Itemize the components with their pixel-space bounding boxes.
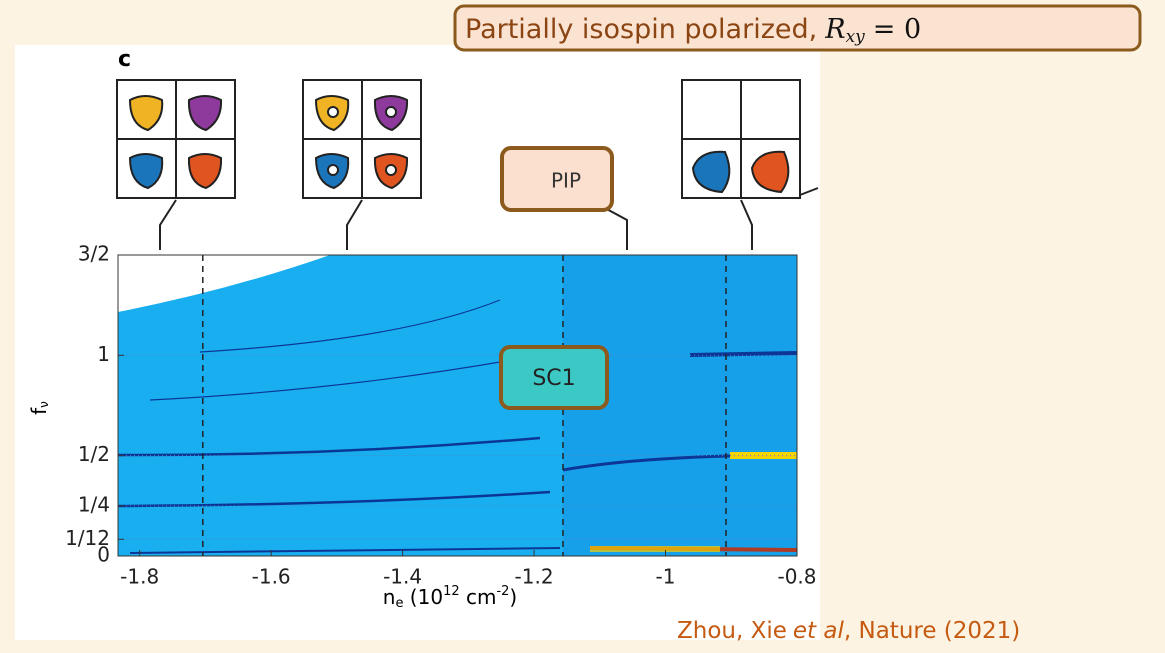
y-tick-label: 1/4 — [78, 492, 110, 516]
y-tick-label: 3/2 — [78, 242, 110, 266]
y-tick-label: 1/12 — [65, 526, 110, 550]
icon — [303, 80, 421, 198]
annotation-math: xy — [846, 27, 866, 47]
region-label: PIP — [551, 169, 581, 193]
region-label: SC1 — [532, 366, 575, 391]
x-label-part: -2 — [496, 584, 509, 599]
x-tick-label: -0.8 — [777, 565, 816, 589]
y-tick-label: 1 — [97, 342, 110, 366]
slide: c — [0, 0, 1165, 649]
x-label-part: e — [395, 596, 403, 611]
x-tick-label: -1.2 — [515, 565, 554, 589]
x-label-part: (10 — [403, 585, 443, 609]
x-tick-label: -1.6 — [252, 565, 291, 589]
annotation-text: Partially isospin polarized, — [465, 14, 817, 45]
x-tick-label: -1.8 — [120, 565, 159, 589]
citation-part: , Nature (2021) — [844, 618, 1020, 644]
icon — [117, 80, 235, 198]
icon — [682, 80, 800, 198]
x-label-part: cm — [460, 585, 497, 609]
panel-label: c — [118, 47, 131, 72]
x-label-part: 12 — [443, 584, 460, 599]
x-label-part: n — [383, 585, 396, 609]
annotation-math: = 0 — [873, 14, 921, 45]
y-label-part: ν — [37, 401, 51, 408]
heatmap — [118, 255, 797, 556]
citation-part: Zhou, Xie — [677, 618, 787, 644]
x-label-part: ) — [509, 585, 517, 609]
page: {"chart_data": {"type": "heatmap", "pane… — [0, 0, 1165, 649]
x-tick-label: -1 — [656, 565, 676, 589]
y-tick-label: 1/2 — [78, 442, 110, 466]
citation-part: et al — [793, 618, 845, 644]
annotation-math: R — [824, 14, 845, 45]
